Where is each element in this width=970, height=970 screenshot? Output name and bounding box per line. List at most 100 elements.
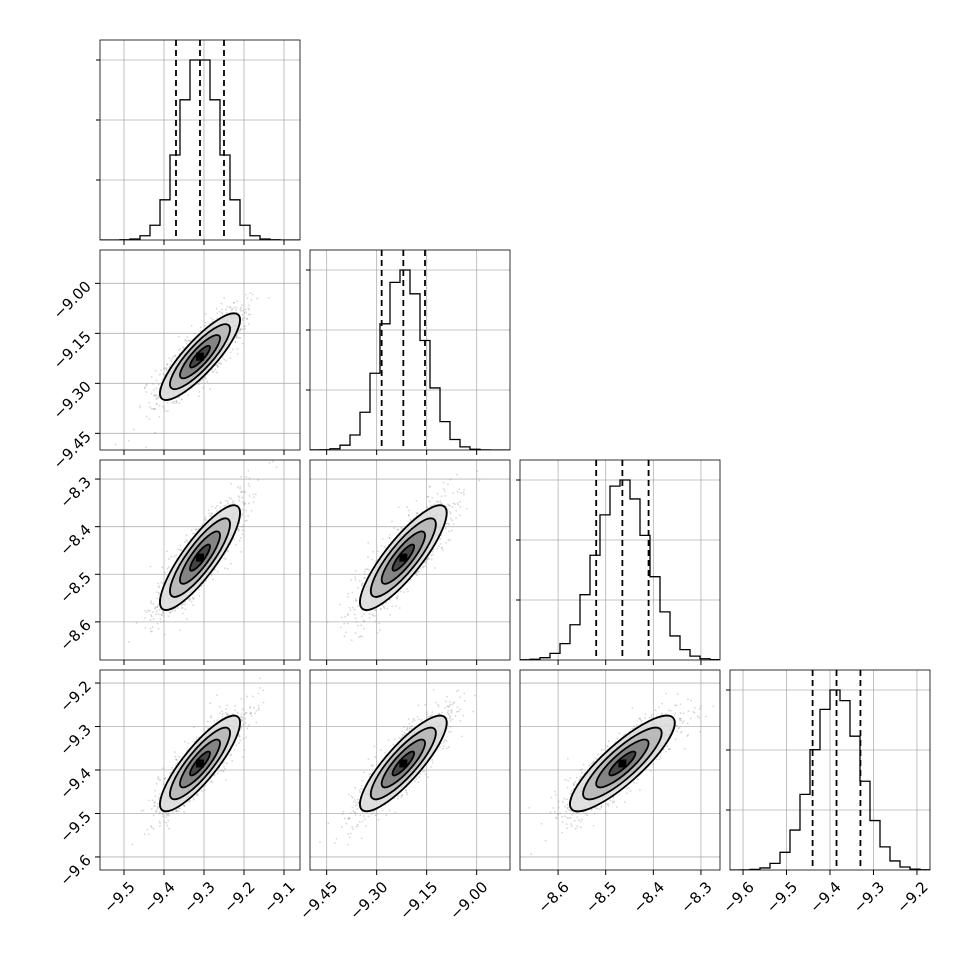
scatter-point bbox=[165, 369, 168, 372]
scatter-point bbox=[414, 573, 417, 575]
scatter-point bbox=[428, 485, 431, 488]
scatter-point bbox=[439, 542, 442, 545]
scatter-point bbox=[249, 712, 252, 715]
scatter-point bbox=[171, 356, 174, 359]
scatter-point bbox=[236, 348, 239, 350]
scatter-point bbox=[241, 319, 244, 322]
scatter-point bbox=[193, 532, 196, 535]
scatter-point bbox=[155, 379, 158, 382]
scatter-point bbox=[395, 596, 398, 598]
scatter-point bbox=[407, 590, 409, 593]
scatter-point bbox=[178, 396, 181, 399]
scatter-point bbox=[361, 635, 364, 638]
scatter-point bbox=[213, 569, 216, 571]
scatter-point bbox=[250, 299, 253, 301]
scatter-point bbox=[162, 582, 165, 585]
scatter-point bbox=[244, 502, 246, 505]
scatter-point bbox=[367, 568, 370, 571]
scatter-point bbox=[248, 309, 251, 311]
scatter-point bbox=[161, 767, 164, 770]
scatter-point bbox=[252, 501, 255, 503]
contour-line-1 bbox=[169, 517, 231, 598]
scatter-point bbox=[219, 506, 222, 509]
scatter-point bbox=[395, 597, 398, 600]
scatter-point bbox=[226, 550, 229, 553]
scatter-point bbox=[214, 507, 217, 510]
scatter-point bbox=[227, 549, 230, 552]
scatter-point bbox=[357, 586, 359, 589]
scatter-point bbox=[196, 794, 199, 796]
scatter-point bbox=[150, 375, 153, 378]
scatter-point bbox=[212, 370, 215, 373]
scatter-point bbox=[145, 383, 148, 386]
scatter-point bbox=[432, 553, 434, 556]
scatter-point bbox=[155, 403, 158, 405]
scatter-point bbox=[216, 366, 219, 369]
scatter-point bbox=[246, 727, 249, 730]
scatter-point bbox=[245, 293, 247, 296]
scatter-point bbox=[441, 546, 444, 549]
scatter-point bbox=[455, 517, 457, 519]
scatter-point bbox=[424, 561, 427, 564]
scatter-point bbox=[250, 509, 253, 512]
contour-line-0 bbox=[159, 504, 241, 611]
scatter-point bbox=[388, 537, 391, 540]
scatter-point bbox=[369, 613, 371, 615]
scatter-point bbox=[246, 695, 249, 698]
scatter-point bbox=[431, 496, 434, 499]
scatter-point bbox=[216, 364, 219, 366]
scatter-point bbox=[347, 622, 349, 625]
scatter-point bbox=[210, 317, 212, 320]
scatter-point bbox=[149, 630, 152, 633]
scatter-point bbox=[433, 503, 436, 506]
scatter-point bbox=[159, 779, 162, 782]
scatter-point bbox=[343, 622, 346, 625]
scatter-point bbox=[207, 509, 210, 512]
scatter-point bbox=[216, 365, 219, 367]
scatter-point bbox=[453, 503, 456, 505]
scatter-point bbox=[241, 496, 244, 499]
scatter-point bbox=[417, 570, 419, 573]
scatter-point bbox=[425, 559, 428, 562]
scatter-point bbox=[449, 512, 452, 515]
scatter-point bbox=[381, 537, 384, 540]
scatter-point bbox=[361, 582, 364, 584]
scatter-point bbox=[436, 547, 439, 550]
scatter-point bbox=[155, 398, 158, 401]
scatter-point bbox=[415, 512, 418, 515]
scatter-point bbox=[242, 756, 245, 758]
scatter-point bbox=[220, 363, 222, 365]
scatter-point bbox=[161, 612, 164, 615]
scatter-point bbox=[221, 308, 223, 311]
scatter-point bbox=[249, 292, 252, 294]
scatter-point bbox=[449, 478, 452, 481]
scatter-point bbox=[160, 613, 163, 616]
scatter-point bbox=[210, 574, 213, 576]
scatter-point bbox=[249, 313, 252, 316]
scatter-point bbox=[238, 496, 241, 499]
scatter-point bbox=[163, 633, 166, 636]
scatter-point bbox=[416, 512, 418, 515]
scatter-point bbox=[172, 355, 175, 358]
scatter-point bbox=[223, 358, 226, 361]
scatter-point bbox=[210, 515, 213, 517]
scatter-point bbox=[152, 618, 155, 620]
scatter-point bbox=[359, 635, 362, 637]
scatter-point bbox=[383, 607, 386, 610]
scatter-point bbox=[371, 558, 374, 561]
scatter-point bbox=[189, 597, 191, 600]
scatter-point bbox=[154, 613, 157, 616]
scatter-point bbox=[224, 712, 227, 714]
scatter-point bbox=[216, 509, 218, 512]
scatter-point bbox=[252, 493, 255, 496]
scatter-point bbox=[386, 607, 389, 610]
scatter-point bbox=[247, 323, 250, 325]
scatter-point bbox=[257, 479, 260, 481]
scatter-point bbox=[199, 326, 202, 329]
scatter-point bbox=[176, 400, 178, 403]
scatter-point bbox=[150, 615, 153, 618]
scatter-point bbox=[171, 401, 173, 404]
panel-2-1 bbox=[309, 459, 511, 665]
scatter-point bbox=[149, 406, 151, 408]
scatter-point bbox=[244, 491, 247, 493]
